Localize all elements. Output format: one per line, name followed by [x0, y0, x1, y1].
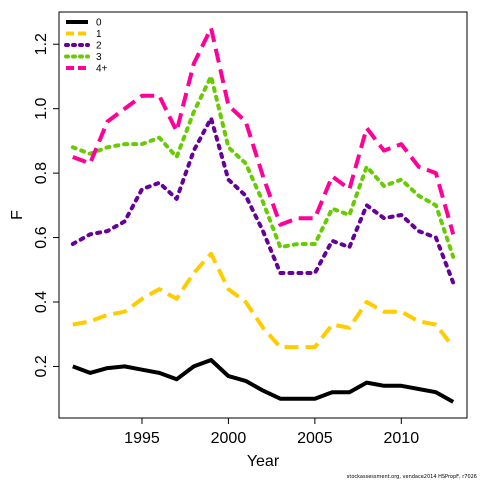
legend-label-0: 0 [96, 18, 102, 29]
x-tick-label-2: 2005 [297, 430, 333, 447]
legend-label-4: 4+ [96, 64, 108, 75]
legend-label-2: 2 [96, 41, 102, 52]
series-line-4 [72, 26, 456, 235]
y-tick-label-3: 0.8 [33, 162, 50, 184]
y-tick-label-5: 1.2 [33, 33, 50, 55]
y-tick-label-2: 0.6 [33, 226, 50, 248]
legend-label-3: 3 [96, 52, 102, 63]
series-line-0 [72, 358, 455, 404]
y-axis: 0.2 0.4 0.6 0.8 1.0 1.2 [33, 33, 60, 378]
series-line-3 [70, 74, 456, 259]
credit-text: stockassessment.org, vendace2014 HSPropF… [347, 474, 477, 480]
x-tick-label-1: 2000 [211, 430, 247, 447]
y-tick-label-0: 0.2 [33, 355, 50, 377]
series-layer [70, 26, 456, 404]
y-tick-label-1: 0.4 [33, 291, 50, 313]
x-axis-title: Year [247, 453, 280, 470]
legend-label-1: 1 [96, 29, 102, 40]
series-line-1 [72, 251, 455, 350]
x-axis: 1995 2000 2005 2010 [124, 417, 420, 447]
y-axis-title: F [9, 210, 26, 220]
x-tick-label-3: 2010 [384, 430, 420, 447]
y-tick-label-4: 1.0 [33, 97, 50, 119]
series-line-2 [70, 116, 456, 285]
x-tick-label-0: 1995 [124, 430, 160, 447]
